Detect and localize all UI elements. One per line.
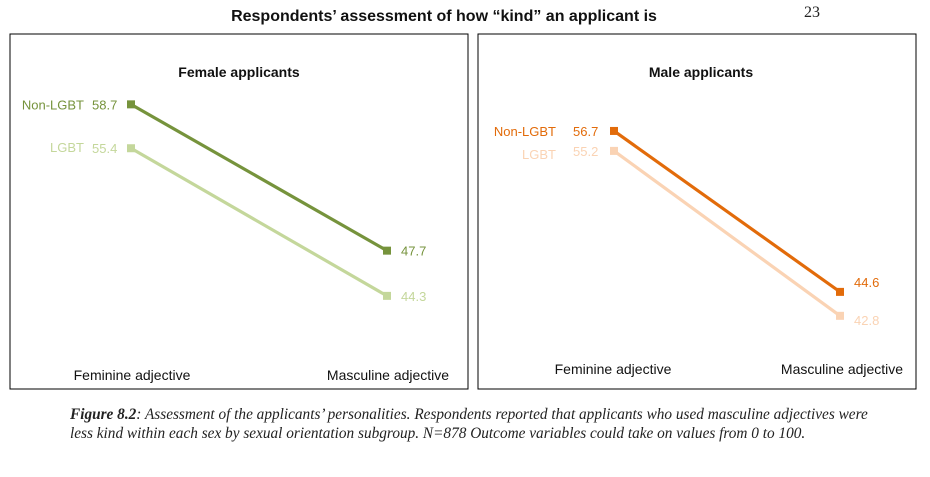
female-lgbt-line (130, 146, 388, 298)
female-non-lgbt-value-feminine: 58.7 (92, 97, 117, 112)
female-non-lgbt-value-masculine: 47.7 (401, 244, 426, 259)
kindness-charts: Female applicants Non-LGBT 58.7 47.7 LGBT 55.… (9, 33, 917, 390)
female-non-lgbt-legend-label: Non-LGBT (22, 97, 84, 112)
male-lgbt-legend-label: LGBT (522, 147, 556, 162)
female-panel-frame (9, 33, 469, 390)
male-non-lgbt-value-feminine: 56.7 (573, 124, 598, 139)
female-lgbt-point-feminine (127, 144, 135, 153)
female-panel-title: Female applicants (178, 64, 300, 80)
female-non-lgbt-line (130, 102, 388, 253)
male-lgbt-value-masculine: 42.8 (854, 313, 879, 328)
female-category-masculine: Masculine adjective (327, 367, 449, 383)
page-number: 23 (804, 4, 820, 21)
male-lgbt-line (613, 149, 841, 318)
male-lgbt-value-feminine: 55.2 (573, 144, 598, 159)
caption-text: : Assessment of the applicants’ personal… (70, 406, 868, 442)
male-non-lgbt-legend-label: Non-LGBT (494, 124, 556, 139)
female-lgbt-point-masculine (383, 291, 391, 300)
male-non-lgbt-line (613, 129, 841, 294)
caption-label: Figure 8.2 (70, 406, 137, 423)
figure-title: Respondents’ assessment of how “kind” an… (231, 8, 657, 25)
female-lgbt-legend-label: LGBT (50, 140, 84, 155)
female-lgbt-value-feminine: 55.4 (92, 141, 117, 156)
male-non-lgbt-point-feminine (610, 126, 618, 135)
male-lgbt-point-feminine (610, 146, 618, 155)
male-panel-title: Male applicants (649, 64, 753, 80)
male-category-masculine: Masculine adjective (781, 361, 903, 377)
figure-caption: Figure 8.2: Assessment of the applicants… (70, 405, 870, 443)
male-panel-frame (477, 33, 917, 390)
male-lgbt-point-masculine (836, 311, 844, 320)
male-category-feminine: Feminine adjective (555, 361, 672, 377)
female-category-feminine: Feminine adjective (74, 367, 191, 383)
female-non-lgbt-point-masculine (383, 246, 391, 255)
female-lgbt-value-masculine: 44.3 (401, 289, 426, 304)
male-non-lgbt-value-masculine: 44.6 (854, 275, 879, 290)
male-non-lgbt-point-masculine (836, 287, 844, 296)
female-non-lgbt-point-feminine (127, 100, 135, 109)
